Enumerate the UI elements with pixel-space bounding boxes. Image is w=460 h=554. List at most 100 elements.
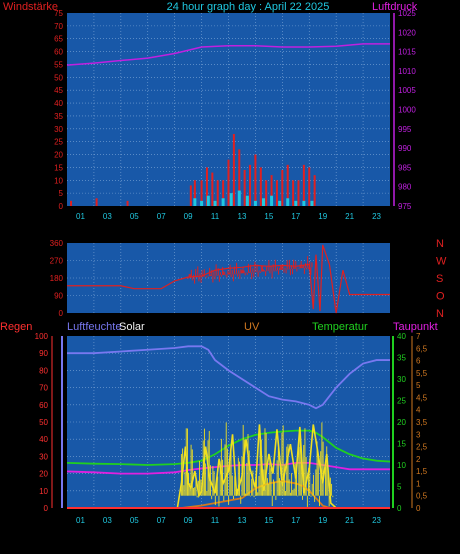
compass-label: O xyxy=(436,291,445,303)
tick-label-uv: 2 xyxy=(416,455,421,464)
tick-label-hour: 21 xyxy=(345,212,354,221)
compass-label: W xyxy=(436,256,447,268)
tick-label-wind: 70 xyxy=(54,22,63,31)
tick-label-hour: 15 xyxy=(264,212,273,221)
label-regen: Regen xyxy=(0,321,32,333)
tick-label-uv: 6 xyxy=(416,357,421,366)
tick-label-hour: 23 xyxy=(372,212,381,221)
tick-label-wind: 15 xyxy=(54,163,63,172)
tick-label-uv: 0,5 xyxy=(416,492,428,501)
tick-label-pressure: 975 xyxy=(398,202,412,211)
tick-label-pressure: 985 xyxy=(398,163,412,172)
tick-label-uv: 0 xyxy=(416,504,421,513)
tick-label-temperature: 20 xyxy=(397,418,406,427)
tick-label-wind: 25 xyxy=(54,138,63,147)
tick-label-pressure: 1000 xyxy=(398,106,416,115)
tick-label-hour: 21 xyxy=(345,516,354,525)
tick-label-uv: 6,5 xyxy=(416,344,428,353)
tick-label-rain-humidity: 60 xyxy=(39,401,48,410)
tick-label-hour: 11 xyxy=(211,212,220,221)
tick-label-rain-humidity: 40 xyxy=(39,435,48,444)
y-ticks-direction: 360 270 180 90 0 xyxy=(50,239,64,318)
label-solar: Solar xyxy=(119,321,145,333)
tick-label-uv: 3 xyxy=(416,430,421,439)
tick-label-hour: 23 xyxy=(372,516,381,525)
tick-label-hour: 13 xyxy=(238,516,247,525)
tick-label-pressure: 1025 xyxy=(398,9,416,18)
tick-label-wind: 45 xyxy=(54,86,63,95)
tick-label-rain-humidity: 90 xyxy=(39,349,48,358)
tick-label-hour: 07 xyxy=(157,212,166,221)
temperature-line xyxy=(66,429,391,466)
tick-label-rain-humidity: 80 xyxy=(39,366,48,375)
tick-label-direction: 360 xyxy=(50,239,64,248)
tick-label-wind: 5 xyxy=(59,189,64,198)
compass-label: N xyxy=(436,238,444,250)
tick-label-hour: 03 xyxy=(103,516,112,525)
label-uv: UV xyxy=(244,321,260,333)
tick-label-hour: 09 xyxy=(184,516,193,525)
tick-label-rain-humidity: 20 xyxy=(39,470,48,479)
y-ticks-pressure: 1025 1020 1015 1010 1005 1000 995 990 985 980 975 xyxy=(393,9,416,211)
tick-label-wind: 30 xyxy=(54,125,63,134)
tick-label-temperature: 40 xyxy=(397,332,406,341)
tick-label-uv: 4 xyxy=(416,406,421,415)
tick-label-hour: 17 xyxy=(291,516,300,525)
tick-label-pressure: 1020 xyxy=(398,28,416,37)
tick-label-direction: 0 xyxy=(59,309,64,318)
grid-wind-pressure xyxy=(67,13,390,206)
tick-label-hour: 11 xyxy=(211,516,220,525)
right-axis-label-pressure: Luftdruck xyxy=(372,1,418,13)
tick-label-temperature: 15 xyxy=(397,440,406,449)
pressure-line xyxy=(66,43,390,66)
tick-label-wind: 35 xyxy=(54,112,63,121)
tick-label-temperature: 10 xyxy=(397,461,406,470)
tick-label-hour: 07 xyxy=(157,516,166,525)
tick-label-rain-humidity: 70 xyxy=(39,384,48,393)
tick-label-rain-humidity: 10 xyxy=(39,487,48,496)
tick-label-pressure: 1010 xyxy=(398,67,416,76)
tick-label-uv: 5 xyxy=(416,381,421,390)
tick-label-direction: 270 xyxy=(50,257,64,266)
tick-label-uv: 2,5 xyxy=(416,443,428,452)
tick-label-rain-humidity: 50 xyxy=(39,418,48,427)
compass-label: N xyxy=(436,308,444,320)
tick-label-pressure: 1005 xyxy=(398,86,416,95)
x-ticks-panel1: 01 03 05 07 09 11 13 15 17 19 21 23 xyxy=(76,212,382,221)
tick-label-direction: 180 xyxy=(50,274,64,283)
tick-label-temperature: 0 xyxy=(397,504,402,513)
tick-label-rain-humidity: 100 xyxy=(35,332,49,341)
tick-label-wind: 0 xyxy=(59,202,64,211)
humidity-line xyxy=(67,345,390,410)
tick-label-direction: 90 xyxy=(54,292,63,301)
tick-label-wind: 75 xyxy=(54,9,63,18)
x-ticks-panel3: 01 03 05 07 09 11 13 15 17 19 21 23 xyxy=(76,516,382,525)
tick-label-wind: 55 xyxy=(54,60,63,69)
label-luftfeuchte: Luftfeuchte xyxy=(67,321,121,333)
tick-label-hour: 01 xyxy=(76,212,85,221)
tick-label-uv: 7 xyxy=(416,332,421,341)
tick-label-hour: 17 xyxy=(291,212,300,221)
tick-label-wind: 60 xyxy=(54,48,63,57)
tick-label-rain-humidity: 30 xyxy=(39,452,48,461)
label-temperatur: Temperatur xyxy=(312,321,368,333)
tick-label-wind: 50 xyxy=(54,73,63,82)
tick-label-uv: 4,5 xyxy=(416,393,428,402)
tick-label-wind: 20 xyxy=(54,151,63,160)
dewpoint-line xyxy=(66,461,390,475)
left-axis-label-wind: Windstärke xyxy=(3,1,58,13)
tick-label-wind: 40 xyxy=(54,99,63,108)
tick-label-rain-humidity: 0 xyxy=(44,504,49,513)
tick-label-uv: 3,5 xyxy=(416,418,428,427)
tick-label-temperature: 35 xyxy=(397,354,406,363)
tick-label-temperature: 25 xyxy=(397,397,406,406)
tick-label-temperature: 30 xyxy=(397,375,406,384)
tick-label-uv: 1 xyxy=(416,479,421,488)
plot-area-climate xyxy=(67,336,390,508)
plot-area-wind-direction xyxy=(67,243,390,313)
tick-label-hour: 05 xyxy=(130,516,139,525)
